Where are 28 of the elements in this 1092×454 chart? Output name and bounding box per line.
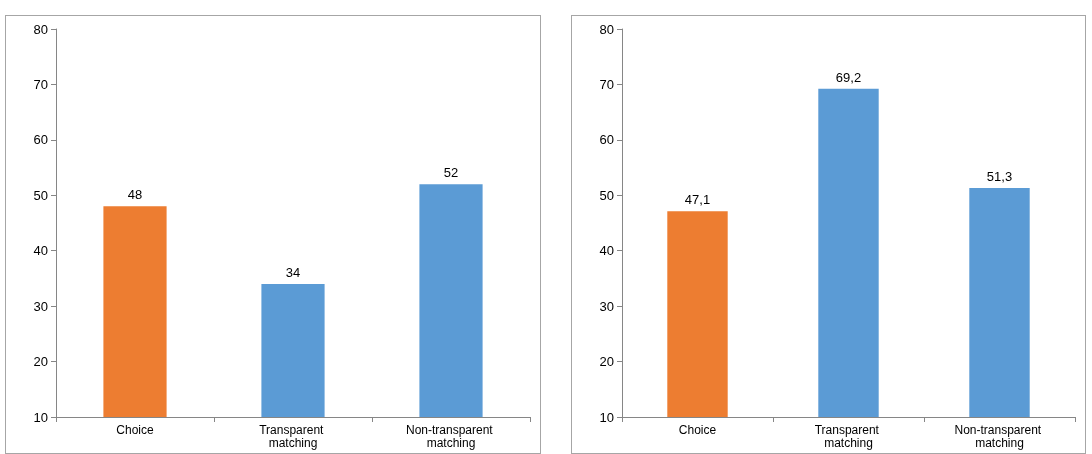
x-tick-label: Choice [678, 422, 717, 437]
x-tick-label: Choice [116, 422, 154, 437]
y-tick-label: 70 [33, 76, 48, 92]
y-tick-label: 10 [599, 409, 614, 425]
y-tick-label: 20 [33, 354, 48, 370]
data-label: 52 [443, 165, 459, 181]
y-tick-label: 60 [33, 132, 48, 148]
data-label: 51,3 [986, 169, 1013, 185]
data-label: 69,2 [835, 69, 862, 85]
y-tick-label: 40 [599, 243, 614, 259]
x-tick-label: Transparent matching [814, 422, 883, 450]
y-tick-label: 80 [599, 21, 614, 37]
y-tick-label: 50 [33, 187, 48, 203]
data-label: 47,1 [684, 192, 711, 208]
y-tick-label: 20 [599, 354, 614, 370]
y-tick-label: 30 [599, 298, 614, 314]
data-label: 48 [127, 187, 143, 203]
x-tick-label: Transparent matching [259, 422, 327, 450]
x-tick-label: Non-transparent matching [954, 422, 1045, 450]
y-tick-label: 40 [33, 243, 48, 259]
x-tick-label: Non-transparent matching [405, 422, 497, 450]
y-tick-label: 80 [33, 21, 48, 37]
y-tick-label: 30 [33, 298, 48, 314]
y-tick-label: 10 [33, 409, 48, 425]
data-label: 34 [285, 264, 301, 280]
y-tick-label: 50 [599, 187, 614, 203]
y-tick-label: 70 [599, 76, 614, 92]
y-tick-label: 60 [599, 132, 614, 148]
